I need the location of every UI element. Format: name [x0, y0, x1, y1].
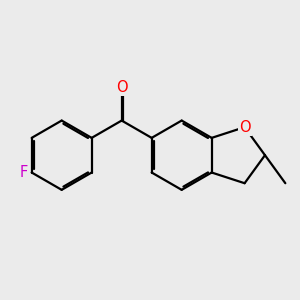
Text: F: F	[20, 165, 28, 180]
Text: O: O	[116, 80, 127, 95]
Text: O: O	[239, 120, 250, 135]
